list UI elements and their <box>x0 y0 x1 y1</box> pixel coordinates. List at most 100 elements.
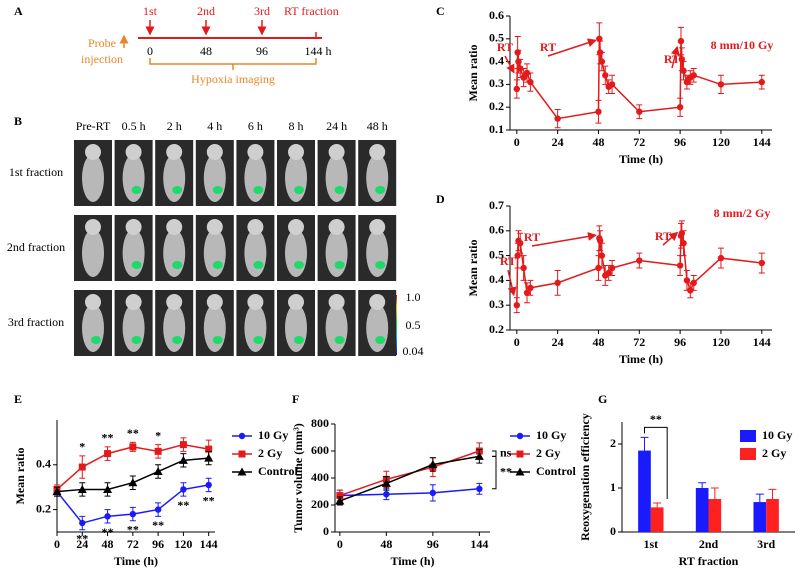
column-header: 4 h <box>207 119 222 133</box>
x-tick-label: 72 <box>633 135 645 149</box>
mouse-body <box>163 304 186 352</box>
mouse-body <box>325 154 348 202</box>
data-point <box>596 35 603 42</box>
x-tick-label: 96 <box>427 537 439 551</box>
error-bar <box>653 502 662 508</box>
signal <box>91 336 101 344</box>
data-point <box>554 279 561 287</box>
x-tick-label: 120 <box>712 135 730 149</box>
legend-label: 10 Gy <box>762 428 792 442</box>
signal <box>172 261 183 269</box>
significance: * <box>79 440 85 454</box>
data-point <box>758 78 765 86</box>
mouse-head <box>166 144 183 160</box>
data-point <box>154 447 162 455</box>
signal <box>212 186 223 194</box>
data-point <box>517 240 524 247</box>
x-tick-label: 144 <box>200 537 218 551</box>
data-point <box>595 264 602 272</box>
data-point <box>677 37 685 45</box>
x-tick-label: 120 <box>174 537 192 551</box>
signal <box>172 186 183 194</box>
y-tick-label: 0.4 <box>489 272 504 286</box>
legend-swatch <box>740 448 756 460</box>
mouse-head <box>328 144 345 160</box>
rt-arrow <box>670 45 680 69</box>
x-tick-label: 144 <box>753 135 771 149</box>
column-header: 2 h <box>167 119 182 133</box>
mouse-head <box>288 219 304 235</box>
data-point <box>129 510 137 518</box>
x-tick-label: 72 <box>127 537 139 551</box>
bar <box>753 502 767 532</box>
x-tick-label: 96 <box>152 537 164 551</box>
data-point <box>683 277 691 284</box>
legend-label: 10 Gy <box>258 428 288 442</box>
data-point <box>758 259 765 267</box>
data-point <box>683 78 691 86</box>
y-tick-label: 2 <box>610 436 616 450</box>
x-axis-label: Time (h) <box>114 554 158 568</box>
signal <box>253 261 264 269</box>
rt-arrow <box>504 55 515 74</box>
mouse-head <box>247 294 264 310</box>
legend-label: Control <box>536 464 576 478</box>
data-point <box>513 302 521 309</box>
fraction-label: 1st <box>143 4 158 18</box>
data-point <box>429 489 437 497</box>
error-bar <box>640 436 649 451</box>
significance: ns <box>500 445 512 459</box>
significance: ** <box>500 464 512 478</box>
mouse-head <box>247 144 264 160</box>
y-axis-label: Tumor volume (mm³) <box>291 423 305 533</box>
data-point <box>608 81 616 88</box>
y-axis-label: Mean ratio <box>466 240 480 297</box>
mouse-body <box>366 154 389 202</box>
x-axis-label: Time (h) <box>390 554 434 568</box>
x-tick-label: 72 <box>633 335 645 349</box>
panel-a: A 1st 2nd 3rd RT fraction 0 48 96 144 h … <box>14 4 339 86</box>
column-header: 6 h <box>248 119 263 133</box>
x-tick-label: 24 <box>76 537 88 551</box>
bar <box>695 488 709 532</box>
mouse-body <box>122 154 145 202</box>
mouse-body <box>366 229 389 277</box>
mouse-head <box>328 219 345 235</box>
bar <box>650 507 664 532</box>
fraction-label: 3rd <box>254 4 270 18</box>
data-point <box>204 453 214 462</box>
probe-label: Probe <box>88 36 116 50</box>
mouse-head <box>288 144 304 160</box>
signal <box>334 336 345 344</box>
row-label: 3rd fraction <box>8 315 64 329</box>
error-bar <box>698 482 707 488</box>
data-point <box>383 491 390 498</box>
mouse-body <box>285 154 307 202</box>
significance-bracket <box>492 455 497 490</box>
row-label: 1st fraction <box>9 165 63 179</box>
x-tick-label: 0 <box>514 135 520 149</box>
x-tick-label: 120 <box>712 335 730 349</box>
data-point <box>520 264 527 272</box>
column-header: 0.5 h <box>122 119 146 133</box>
data-point <box>79 519 86 527</box>
panel-label: D <box>436 192 445 206</box>
time-label: 96 <box>256 44 268 58</box>
y-tick-label: 0.2 <box>489 322 504 336</box>
data-point <box>335 496 345 505</box>
mouse-body <box>203 229 226 277</box>
time-label: 48 <box>200 44 212 58</box>
colorbar-label: 0.5 <box>406 318 421 332</box>
y-tick-label: 0.4 <box>36 457 51 471</box>
rt-arrow <box>662 231 679 246</box>
rt-arrow <box>547 38 597 57</box>
data-point <box>180 486 187 493</box>
signal <box>375 186 386 194</box>
data-point <box>680 240 687 247</box>
rt-label: RT <box>540 40 556 54</box>
error-bar <box>768 488 777 499</box>
signal <box>131 186 142 194</box>
x-tick-label: 48 <box>592 335 604 349</box>
mouse-body <box>163 229 186 277</box>
